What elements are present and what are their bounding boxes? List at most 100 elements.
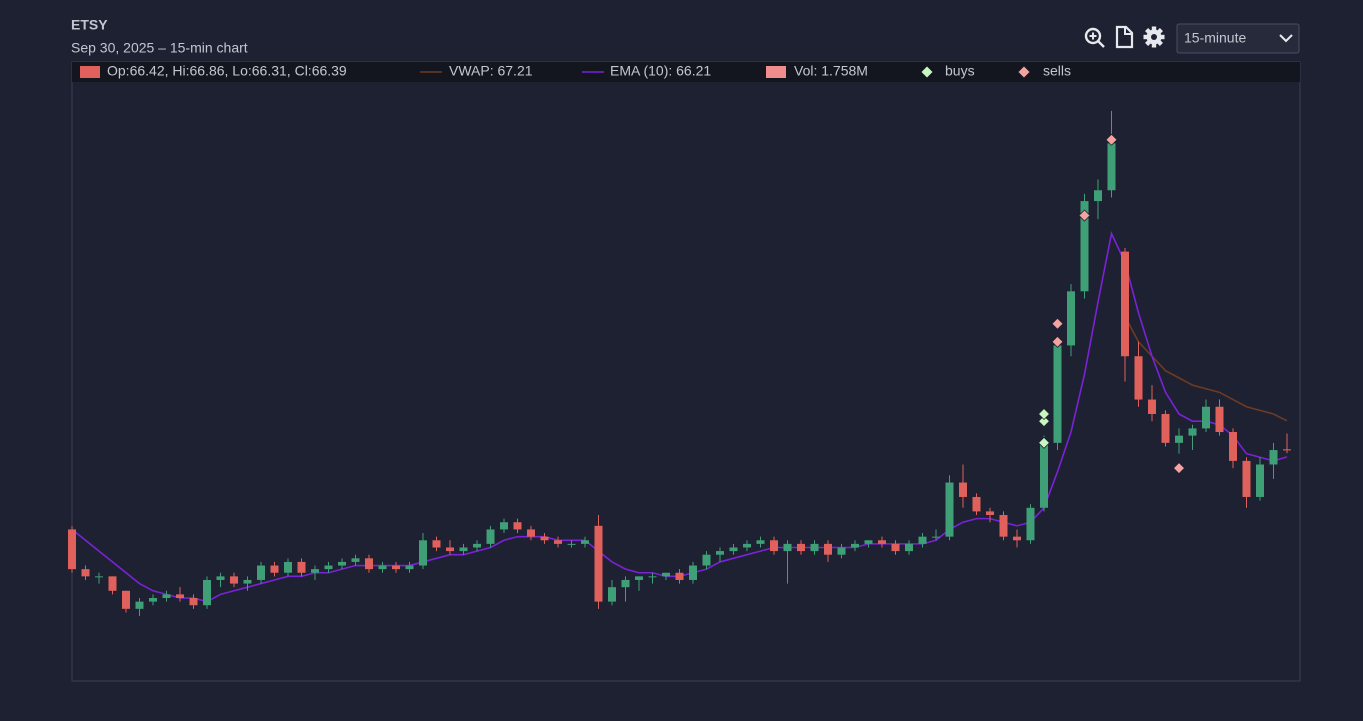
candle-body [608,587,616,602]
candle-body [135,601,144,609]
candle-body [95,576,103,578]
candle-body [270,565,279,573]
candle [702,551,711,570]
candle [567,540,576,548]
candle-body [986,511,994,516]
candle-body [243,579,252,584]
candle [851,540,859,552]
trade-marker [1172,462,1186,475]
candle-body [716,551,724,555]
candle [365,554,373,573]
candle [1215,399,1224,436]
candle-body [635,576,643,580]
candle-body [1107,143,1116,191]
candle [405,561,414,573]
candle [135,598,144,617]
candle-body [122,590,130,609]
candle [311,565,319,580]
candle [243,576,252,591]
candle [216,572,225,588]
candle [1269,442,1278,479]
candle [149,594,157,606]
candle-body [1094,190,1102,202]
legend-label: Vol: 1.758M [794,63,868,79]
legend-label: VWAP: 67.21 [449,63,533,79]
candle [459,543,468,555]
candle-body [1080,201,1089,292]
candle-body [1256,464,1264,497]
candle-body [149,598,157,602]
candle [203,576,211,609]
zoom-button[interactable] [1084,27,1105,48]
candle-body [1013,536,1021,541]
chart-title: ETSY [71,17,108,33]
candle-body [1053,345,1062,443]
legend-label: sells [1043,63,1071,79]
candle-body [851,543,859,548]
candle [1175,428,1183,454]
candle [824,540,832,562]
trade-marker [1051,335,1064,348]
candle-body [81,569,90,577]
candle [176,587,184,602]
candle-body [405,565,414,570]
candle [581,536,589,548]
candle-body [1026,507,1035,541]
legend-swatch [921,66,933,78]
legend-label: Op:66.42, Hi:66.86, Lo:66.31, Cl:66.39 [107,63,347,79]
candle [905,540,913,555]
candle [972,493,981,516]
candle-body [959,482,967,497]
candle-body [176,594,184,599]
candle-body [594,525,603,602]
candle-body [338,561,346,566]
candle-body [513,522,522,530]
candle [1107,110,1116,198]
candle-body [1040,442,1048,508]
candle [1242,457,1251,508]
candle-body [1161,413,1170,443]
candle-body [1229,432,1237,461]
candle [1013,529,1021,548]
candle-body [1067,291,1075,346]
candle-body [1134,356,1143,400]
candle [1026,504,1035,544]
candle [1161,410,1170,447]
candle-body [756,540,765,544]
candle-body [540,536,549,541]
candle-body [324,565,333,570]
candle-body [1215,406,1224,433]
candle-body [621,579,630,588]
candle-body [648,576,657,578]
candle [837,543,846,559]
candle [95,572,103,584]
candle [1121,247,1129,382]
candle [770,536,778,555]
settings-button[interactable] [1143,26,1165,48]
export-button[interactable] [1115,25,1134,49]
legend-label: buys [945,63,975,79]
candle [338,558,346,570]
interval-dropdown[interactable]: 15-minute [1176,23,1300,54]
candle-body [486,529,495,544]
candle [608,579,616,606]
candle [1229,428,1237,469]
candle [783,540,792,584]
candle-body [702,554,711,566]
candle-body [459,547,468,552]
trade-marker [1037,436,1051,449]
candle-body [972,496,981,512]
candle-body [311,569,319,573]
candle [594,515,603,609]
candle-body [932,536,940,538]
candle-body [500,522,508,530]
candle-body [1283,449,1291,451]
candle [729,543,738,555]
candle [1283,433,1291,454]
candle-body [230,576,238,584]
candle-body [351,558,360,562]
candle [122,590,130,613]
candle [756,536,765,548]
